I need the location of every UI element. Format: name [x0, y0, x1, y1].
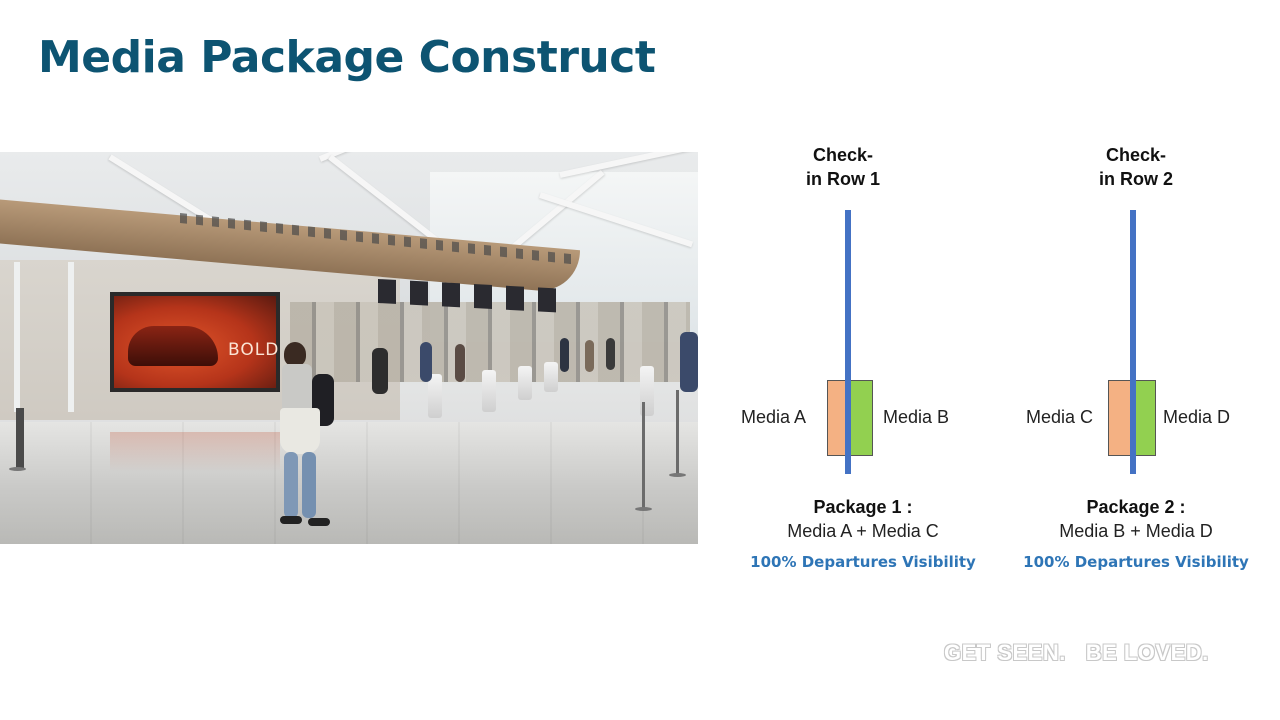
media-d-label: Media D	[1163, 407, 1231, 427]
photo-person	[680, 332, 698, 392]
billboard-car	[128, 326, 218, 366]
row-1-heading: Check- in Row 1	[773, 143, 913, 191]
photo-floor-reflection	[110, 432, 280, 472]
package-2-visibility: 100% Departures Visibility	[1023, 553, 1249, 571]
photo-queue-post	[635, 402, 652, 511]
photo-kiosk	[544, 362, 558, 392]
photo-woman-leg	[302, 452, 316, 518]
media-c-label: Media C	[1026, 407, 1094, 427]
package-1-contents: Media A + Media C	[787, 521, 939, 541]
photo-queue-post	[669, 390, 686, 477]
package-1-title: Package 1 :	[813, 497, 913, 517]
photo-person	[455, 344, 465, 382]
photo-kiosk	[428, 374, 442, 418]
photo-floor	[0, 422, 698, 544]
photo-woman-leg	[284, 452, 298, 518]
row-2-heading: Check- in Row 2	[1066, 143, 1206, 191]
slide-title: Media Package Construct	[38, 32, 656, 83]
airport-checkin-photo: BOLD	[0, 152, 698, 544]
footer-tagline: GET SEEN. BE LOVED.	[944, 640, 1209, 665]
photo-person	[420, 342, 432, 382]
row-2-heading-line2: in Row 2	[1098, 169, 1173, 189]
package-1-visibility: 100% Departures Visibility	[750, 553, 976, 571]
photo-kiosk	[482, 370, 496, 412]
package-2-title: Package 2 :	[1086, 497, 1186, 517]
photo-pillar	[68, 262, 74, 412]
photo-person	[372, 348, 388, 394]
row-1-heading-line1: Check-	[812, 145, 874, 165]
photo-person	[560, 338, 569, 372]
photo-checkin-counters	[290, 302, 690, 382]
checkin-row-1-line	[845, 210, 851, 474]
photo-woman-hair	[284, 342, 306, 366]
photo-woman-bag	[280, 408, 320, 454]
photo-woman-top	[282, 364, 312, 414]
photo-kiosk	[518, 366, 532, 400]
photo-pillar	[14, 262, 20, 412]
photo-person	[606, 338, 615, 370]
media-c-box	[1108, 380, 1132, 456]
package-2-contents: Media B + Media D	[1059, 521, 1213, 541]
media-b-label: Media B	[883, 407, 950, 427]
checkin-row-2-line	[1130, 210, 1136, 474]
row-1-heading-line2: in Row 1	[805, 169, 880, 189]
photo-person	[585, 340, 594, 372]
photo-bin	[9, 408, 26, 471]
media-b-box	[849, 380, 873, 456]
media-a-label: Media A	[741, 407, 807, 427]
photo-billboard: BOLD	[110, 292, 280, 392]
media-d-box	[1132, 380, 1156, 456]
photo-woman-shoe	[308, 518, 330, 526]
photo-woman-shoe	[280, 516, 302, 524]
billboard-text: BOLD	[228, 340, 280, 360]
row-2-heading-line1: Check-	[1105, 145, 1167, 165]
